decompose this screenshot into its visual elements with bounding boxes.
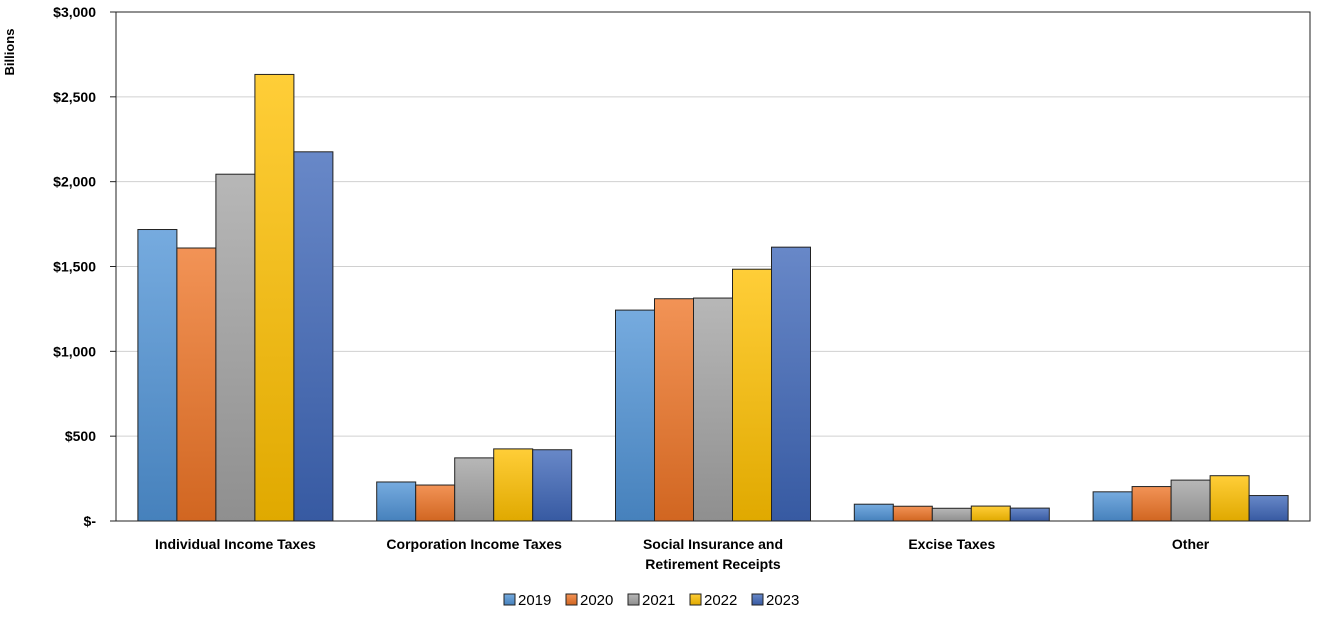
legend-swatch-2020 <box>565 593 578 606</box>
y-axis-title: Billions <box>2 29 17 76</box>
legend-label-2021: 2021 <box>642 592 675 609</box>
legend-swatch-2023 <box>751 593 764 606</box>
bar-2020 <box>654 298 694 522</box>
bar-2022 <box>1209 475 1250 522</box>
legend-swatch-2022 <box>689 593 702 606</box>
y-tick-label: $2,000 <box>53 174 96 190</box>
labels: $- $500 $1,000 $1,500 $2,000 $2,500 $3,000 Bill… <box>2 4 1210 572</box>
y-tick-label: $500 <box>65 428 96 444</box>
bar-2023 <box>771 246 811 522</box>
bar-2020 <box>892 505 933 522</box>
x-category-label: Social Insurance and Retirement Receipts <box>643 536 783 572</box>
legend-label-2022: 2022 <box>704 592 737 609</box>
legend-swatch-2019 <box>503 593 516 606</box>
bars <box>137 73 1289 522</box>
legend: 2019 2020 2021 2022 2023 <box>503 592 799 609</box>
bar-2020 <box>176 247 217 522</box>
y-tick-label: $3,000 <box>53 4 96 20</box>
bar-2022 <box>732 268 772 522</box>
bar-2019 <box>853 503 894 522</box>
bar-2020 <box>415 484 456 522</box>
bar-2023 <box>293 151 334 522</box>
legend-label-2020: 2020 <box>580 592 613 609</box>
x-category-label: Individual Income Taxes <box>155 536 316 552</box>
bar-2021 <box>931 507 972 522</box>
bar-2021 <box>454 457 495 522</box>
bar-2021 <box>693 297 733 522</box>
legend-label-2023: 2023 <box>766 592 799 609</box>
bar-2019 <box>1092 491 1133 522</box>
y-tick-label: $1,500 <box>53 259 96 275</box>
bar-2021 <box>215 173 256 522</box>
bar-2023 <box>532 449 573 522</box>
axes <box>110 11 1311 522</box>
y-tick-label: $2,500 <box>53 89 96 105</box>
bar-2020 <box>1131 486 1172 522</box>
legend-swatch-2021 <box>627 593 640 606</box>
bar-2021 <box>1170 479 1211 522</box>
legend-label-2019: 2019 <box>518 592 551 609</box>
bar-2023 <box>1009 507 1050 522</box>
x-category-label: Corporation Income Taxes <box>386 536 562 552</box>
y-tick-label: $1,000 <box>53 343 96 359</box>
bar-2022 <box>970 505 1011 522</box>
x-category-label: Other <box>1172 536 1210 552</box>
bar-2022 <box>254 73 295 522</box>
bar-2019 <box>137 229 178 522</box>
bar-2022 <box>493 448 534 522</box>
bar-2019 <box>615 309 655 522</box>
y-tick-label: $- <box>84 513 97 529</box>
x-category-label: Excise Taxes <box>908 536 995 552</box>
bar-2019 <box>376 481 417 522</box>
bar-2023 <box>1248 495 1289 522</box>
